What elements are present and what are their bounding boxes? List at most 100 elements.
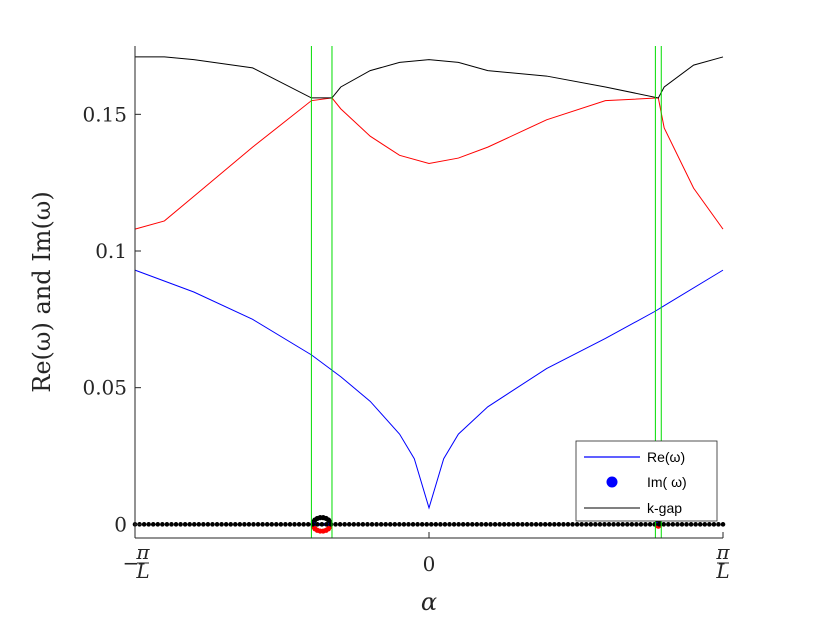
zero-dot	[387, 522, 393, 527]
x-axis-label: α	[421, 588, 437, 616]
zero-dot	[360, 522, 366, 527]
zero-dot	[428, 522, 434, 527]
zero-dot	[150, 522, 156, 527]
zero-dot	[214, 522, 220, 527]
y-tick-label: 0	[114, 512, 127, 536]
zero-dot	[606, 522, 612, 527]
zero-dot	[169, 522, 174, 527]
zero-dot	[160, 522, 165, 527]
zero-dot	[447, 522, 452, 527]
zero-dot	[346, 522, 352, 527]
zero-dot	[520, 522, 525, 527]
zero-dot	[264, 522, 270, 527]
zero-dot	[374, 522, 379, 527]
zero-dot	[410, 522, 416, 527]
zero-dot	[383, 522, 389, 527]
zero-dot	[552, 522, 557, 527]
zero-dot	[438, 522, 443, 527]
zero-dot	[324, 522, 329, 527]
zero-dot	[556, 522, 562, 527]
x-tick-label: 0	[423, 552, 436, 576]
zero-dot	[542, 522, 548, 527]
x-tick-label-denominator: L	[715, 559, 729, 583]
legend-swatch-im	[606, 476, 618, 488]
zero-dot	[707, 522, 712, 527]
zero-dot	[141, 522, 147, 527]
zero-dot	[515, 522, 521, 527]
zero-dot	[164, 522, 170, 527]
zero-dot	[433, 522, 439, 527]
x-tick-label: −πL	[123, 540, 151, 583]
zero-dot	[643, 522, 648, 527]
zero-dot	[424, 522, 430, 527]
zero-dot	[296, 522, 302, 527]
zero-dot	[237, 522, 243, 527]
zero-dot	[401, 522, 407, 527]
zero-dot	[465, 522, 471, 527]
y-axis-label: Re(ω) and Im(ω)	[28, 191, 56, 393]
zero-dot	[378, 522, 384, 527]
zero-dot	[679, 522, 685, 527]
zero-dot	[269, 522, 275, 527]
zero-dot	[242, 522, 247, 527]
zero-dot	[255, 522, 261, 527]
zero-dot	[602, 522, 607, 527]
zero-dot	[588, 522, 594, 527]
zero-dot	[228, 522, 234, 527]
zero-dot	[333, 522, 338, 527]
legend: Re(ω) Im( ω) k-gap	[575, 440, 718, 522]
zero-dot	[716, 522, 721, 527]
zero-dot	[210, 522, 215, 527]
zero-dot	[470, 522, 475, 527]
legend-label-kgap: k-gap	[647, 500, 682, 516]
zero-dot	[305, 522, 311, 527]
zero-dot	[583, 522, 589, 527]
zero-dot	[579, 522, 584, 527]
zero-dot	[675, 522, 680, 527]
zero-dot	[219, 522, 224, 527]
zero-dot	[611, 522, 616, 527]
x-tick-label-denominator: L	[135, 559, 149, 583]
zero-dot	[538, 522, 543, 527]
zero-dot	[451, 522, 457, 527]
zero-dot	[292, 522, 297, 527]
zero-dot	[574, 522, 580, 527]
zero-dot	[182, 522, 188, 527]
zero-dot	[629, 522, 635, 527]
y-tick-label: 0.15	[82, 102, 127, 126]
zero-dot	[205, 522, 211, 527]
zero-dot	[501, 522, 507, 527]
series-line-0	[134, 269, 724, 510]
zero-dot	[369, 522, 375, 527]
zero-dot	[406, 522, 411, 527]
zero-dot	[191, 522, 197, 527]
zero-dot	[547, 522, 553, 527]
y-tick-label: 0.05	[82, 376, 127, 400]
x-tick-label-numerator: π	[135, 540, 150, 564]
zero-dot	[342, 522, 347, 527]
y-tick-label: 0.1	[95, 239, 127, 263]
zero-dot	[365, 522, 370, 527]
zero-dot	[624, 522, 630, 527]
zero-dot	[702, 522, 708, 527]
zero-dot	[260, 522, 265, 527]
zero-dot	[533, 522, 539, 527]
zero-dot	[173, 522, 179, 527]
zero-dot	[570, 522, 575, 527]
zero-dot	[337, 522, 343, 527]
zero-dot	[479, 522, 484, 527]
zero-dot	[593, 522, 598, 527]
zero-dot	[561, 522, 566, 527]
ticks-layer: 00.050.10.15−πL 0 πL	[82, 102, 730, 583]
zero-dot	[661, 522, 667, 527]
zero-dot	[301, 522, 306, 527]
series-line-2	[135, 56, 724, 99]
zero-dot	[178, 522, 183, 527]
zero-dot	[693, 522, 698, 527]
zero-dot	[615, 522, 621, 527]
zero-dot	[146, 522, 151, 527]
zero-dot	[492, 522, 498, 527]
zero-dot	[720, 522, 726, 527]
zero-dot	[319, 522, 325, 527]
